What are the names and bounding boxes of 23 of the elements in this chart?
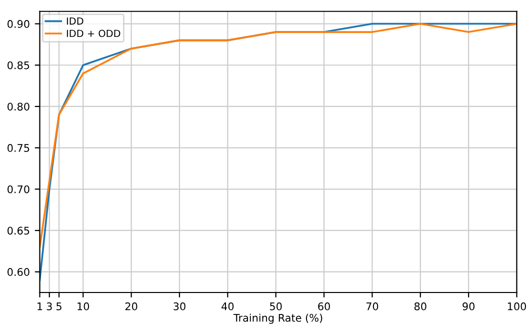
x-tick-label: 50 xyxy=(270,302,282,310)
x-tick-label: 3 xyxy=(46,302,52,310)
x-tick-label: 5 xyxy=(56,302,62,310)
x-tick-label: 80 xyxy=(414,302,426,310)
x-tick-label: 100 xyxy=(508,302,526,310)
x-tick-label: 40 xyxy=(222,302,234,310)
legend-label: IDD xyxy=(66,18,84,25)
y-tick-label: 0.65 xyxy=(8,226,30,235)
y-tick-label: 0.85 xyxy=(8,61,30,70)
x-tick-label: 1 xyxy=(38,302,42,310)
y-tick-label: 0.90 xyxy=(8,20,30,28)
x-axis-title: Training Rate (%) xyxy=(233,314,322,324)
y-tick-label: 0.60 xyxy=(8,268,30,276)
x-tick-label: 90 xyxy=(462,302,475,310)
legend-label: IDD + ODD xyxy=(66,30,120,38)
x-tick-label: 70 xyxy=(366,302,378,310)
x-tick-label: 30 xyxy=(174,302,186,310)
x-tick-label: 20 xyxy=(125,302,138,310)
x-tick-label: 10 xyxy=(78,302,90,310)
y-tick-label: 0.80 xyxy=(8,102,30,111)
x-tick-label: 60 xyxy=(318,302,330,310)
y-tick-label: 0.70 xyxy=(8,185,30,194)
y-tick-label: 0.75 xyxy=(8,144,30,152)
